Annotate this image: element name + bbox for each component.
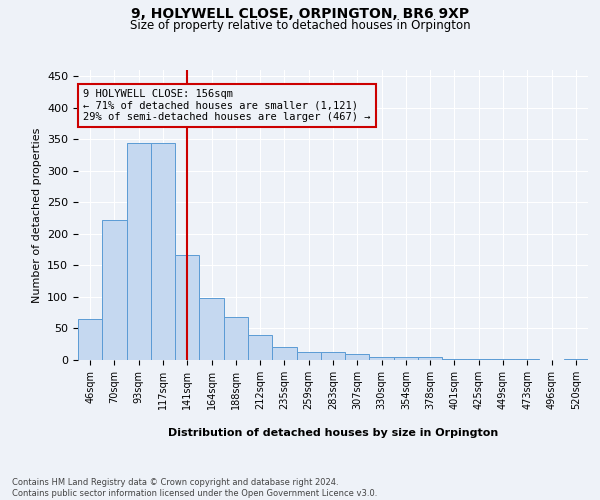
Text: Distribution of detached houses by size in Orpington: Distribution of detached houses by size … — [168, 428, 498, 438]
Bar — [394, 357, 418, 360]
Bar — [78, 319, 102, 360]
Bar — [248, 335, 272, 360]
Bar — [224, 317, 248, 360]
Bar — [467, 358, 491, 360]
Bar — [151, 142, 175, 360]
Text: 9, HOLYWELL CLOSE, ORPINGTON, BR6 9XP: 9, HOLYWELL CLOSE, ORPINGTON, BR6 9XP — [131, 8, 469, 22]
Bar — [418, 357, 442, 360]
Bar — [199, 298, 224, 360]
Bar — [296, 352, 321, 360]
Bar — [442, 358, 467, 360]
Text: Size of property relative to detached houses in Orpington: Size of property relative to detached ho… — [130, 18, 470, 32]
Bar — [345, 354, 370, 360]
Bar — [175, 254, 199, 360]
Bar — [491, 358, 515, 360]
Bar — [321, 352, 345, 360]
Text: Contains HM Land Registry data © Crown copyright and database right 2024.
Contai: Contains HM Land Registry data © Crown c… — [12, 478, 377, 498]
Bar — [272, 348, 296, 360]
Text: 9 HOLYWELL CLOSE: 156sqm
← 71% of detached houses are smaller (1,121)
29% of sem: 9 HOLYWELL CLOSE: 156sqm ← 71% of detach… — [83, 89, 370, 122]
Bar — [370, 357, 394, 360]
Bar — [127, 142, 151, 360]
Y-axis label: Number of detached properties: Number of detached properties — [32, 128, 41, 302]
Bar — [102, 220, 127, 360]
